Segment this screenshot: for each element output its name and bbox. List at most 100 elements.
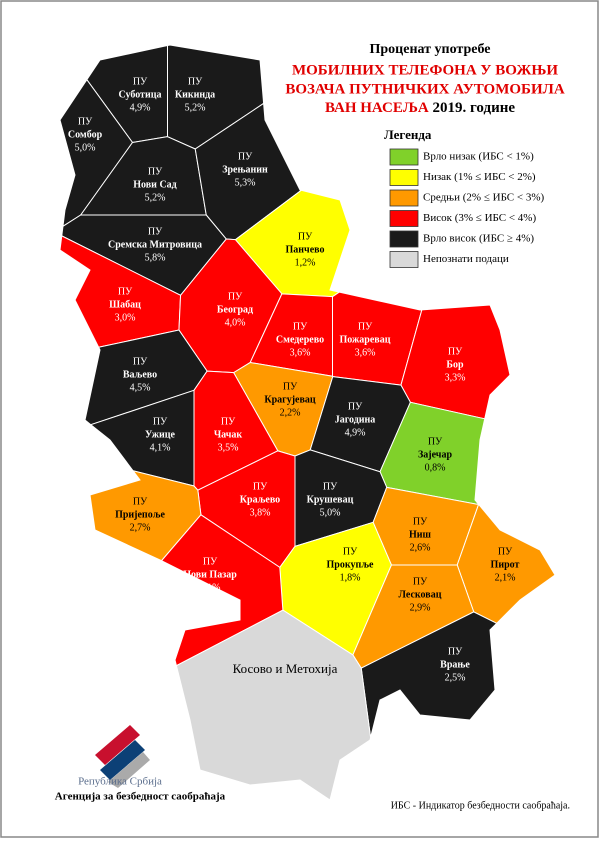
region-value: 5,3% bbox=[235, 177, 256, 188]
legend-swatch bbox=[389, 169, 419, 186]
region-prefix: ПУ bbox=[298, 231, 313, 242]
region bbox=[175, 609, 372, 801]
logo-stripe bbox=[95, 725, 140, 765]
region-value: 4,1% bbox=[150, 442, 171, 453]
region-name: Јагодина bbox=[335, 414, 376, 425]
region-name: Крагујевац bbox=[264, 394, 316, 405]
region-name: Пријепоље bbox=[115, 509, 165, 520]
logo-stripe bbox=[100, 740, 145, 780]
region-value: 3,6% bbox=[290, 347, 311, 358]
region-value: 4,9% bbox=[345, 427, 366, 438]
region-name: Краљево bbox=[240, 494, 280, 505]
region-prefix: ПУ bbox=[448, 346, 463, 357]
region-prefix: ПУ bbox=[343, 546, 358, 557]
region-name: Косово и Метохија bbox=[233, 661, 338, 676]
region-value: 4,0% bbox=[225, 317, 246, 328]
region-name: Сремска Митровица bbox=[108, 239, 202, 250]
region-prefix: ПУ bbox=[228, 291, 243, 302]
legend: Врло низак (ИБС < 1%) Низак (1% ≤ ИБС < 2… bbox=[389, 148, 545, 268]
legend-swatch bbox=[389, 148, 419, 166]
regions bbox=[59, 44, 556, 801]
region-prefix: ПУ bbox=[148, 166, 163, 177]
title-part: 2019. године bbox=[429, 100, 516, 116]
legend-swatch bbox=[389, 251, 419, 268]
region-prefix: ПУ bbox=[448, 646, 463, 657]
legend-label: Непознати подаци bbox=[423, 253, 509, 265]
region-value: 2,2% bbox=[280, 407, 301, 418]
region-name: Ваљево bbox=[123, 369, 157, 380]
region-value: 5,8% bbox=[145, 252, 166, 263]
legend-swatch bbox=[389, 189, 419, 207]
legend-label: Врло висок (ИБС ≥ 4%) bbox=[423, 233, 534, 245]
region-value: 3,8% bbox=[250, 507, 271, 518]
region-prefix: ПУ bbox=[293, 321, 308, 332]
logo bbox=[95, 725, 150, 788]
region-prefix: ПУ bbox=[118, 286, 133, 297]
region-value: 5,0% bbox=[320, 507, 341, 518]
region bbox=[456, 503, 556, 624]
region-prefix: ПУ bbox=[238, 151, 253, 162]
region bbox=[360, 611, 498, 738]
region-name: Нови Сад bbox=[133, 179, 176, 190]
region-value: 0,8% bbox=[425, 462, 446, 473]
region-value: 3,1% bbox=[200, 582, 221, 593]
region-name: Пожаревац bbox=[340, 334, 391, 345]
region-value: 4,5% bbox=[130, 382, 151, 393]
region-value: 1,8% bbox=[340, 572, 361, 583]
region-prefix: ПУ bbox=[133, 496, 148, 507]
region-value: 5,2% bbox=[185, 102, 206, 113]
org-name: Република Србија bbox=[78, 776, 162, 788]
region-prefix: ПУ bbox=[413, 576, 428, 587]
legend-swatch bbox=[389, 230, 419, 248]
region-prefix: ПУ bbox=[78, 116, 93, 127]
region-prefix: ПУ bbox=[428, 436, 443, 447]
region-value: 3,6% bbox=[355, 347, 376, 358]
region-name: Бор bbox=[446, 359, 464, 370]
region-prefix: ПУ bbox=[203, 556, 218, 567]
region-name: Зајечар bbox=[418, 449, 452, 460]
title-part: ВАН НАСЕЉА bbox=[325, 100, 429, 116]
legend-label: Низак (1% ≤ ИБС < 2%) bbox=[423, 171, 536, 183]
region-prefix: ПУ bbox=[413, 516, 428, 527]
region-prefix: ПУ bbox=[153, 416, 168, 427]
region-name: Крушевац bbox=[307, 494, 354, 505]
region-value: 2,1% bbox=[495, 572, 516, 583]
region-prefix: ПУ bbox=[221, 416, 236, 427]
region-name: Сомбор bbox=[68, 129, 103, 140]
legend-label: Висок (3% ≤ ИБС < 4%) bbox=[423, 212, 536, 224]
region-value: 3,0% bbox=[115, 312, 136, 323]
logo-stripe bbox=[108, 752, 150, 788]
org-name: Агенција за безбедност саобраћаја bbox=[55, 791, 226, 803]
region-name: Панчево bbox=[286, 244, 325, 255]
region-prefix: ПУ bbox=[133, 76, 148, 87]
region-name: Београд bbox=[217, 304, 253, 315]
region-name: Лесковац bbox=[399, 589, 442, 600]
region-name: Пирот bbox=[491, 559, 520, 570]
region-prefix: ПУ bbox=[148, 226, 163, 237]
region-name: Шабац bbox=[109, 299, 141, 310]
region-name: Ужице bbox=[145, 429, 175, 440]
region bbox=[160, 514, 284, 667]
region-name: Суботица bbox=[118, 89, 161, 100]
region-prefix: ПУ bbox=[133, 356, 148, 367]
region-value: 2,7% bbox=[130, 522, 151, 533]
title-line: ВОЗАЧА ПУТНИЧКИХ АУТОМОБИЛА bbox=[285, 81, 564, 97]
region-name: Чачак bbox=[214, 429, 243, 440]
region-labels: ПУ Суботица 4,9% ПУ Кикинда 5,2% ПУ Сомбор 5,0% П… bbox=[68, 76, 520, 683]
region-name: Нови Пазар bbox=[183, 569, 237, 580]
region-name: Прокупље bbox=[327, 559, 375, 570]
region-prefix: ПУ bbox=[358, 321, 373, 332]
region-prefix: ПУ bbox=[188, 76, 203, 87]
title-line: Проценат употребе bbox=[370, 42, 491, 57]
region-name: Смедерево bbox=[276, 334, 324, 345]
region-value: 5,0% bbox=[75, 142, 96, 153]
region-prefix: ПУ bbox=[498, 546, 513, 557]
legend-title: Легенда bbox=[384, 127, 432, 142]
legend-label: Врло низак (ИБС < 1%) bbox=[423, 151, 534, 163]
region-value: 1,2% bbox=[295, 257, 316, 268]
legend-label: Средњи (2% ≤ ИБС < 3%) bbox=[423, 192, 545, 204]
title-line: ВАН НАСЕЉА 2019. године bbox=[325, 100, 515, 116]
region-name: Ниш bbox=[409, 529, 432, 540]
region-prefix: ПУ bbox=[283, 381, 298, 392]
